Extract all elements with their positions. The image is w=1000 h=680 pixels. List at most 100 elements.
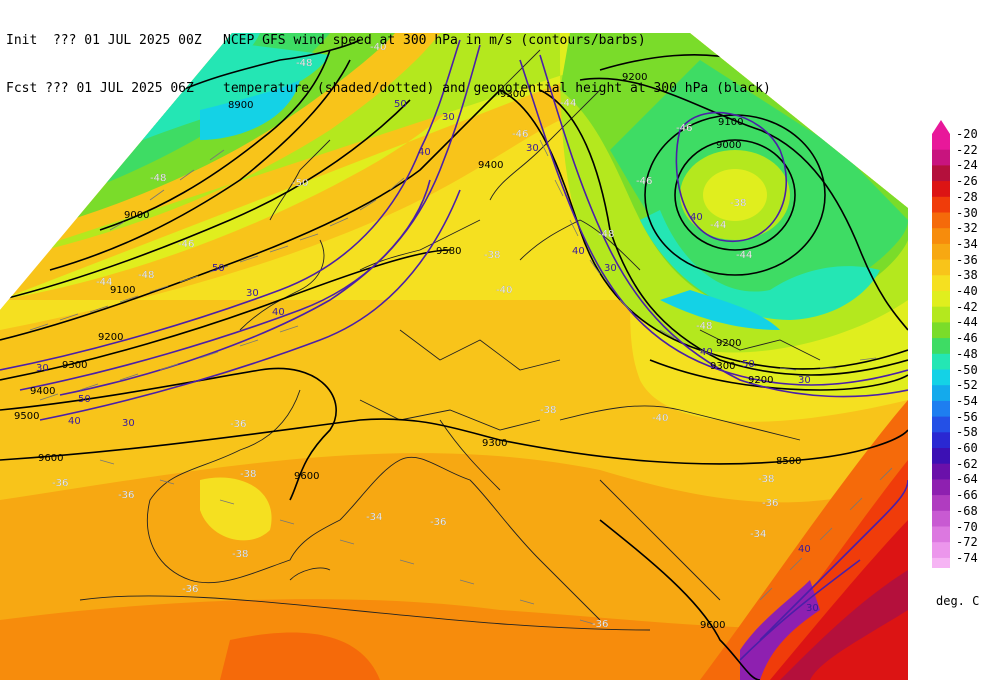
legend-swatch [932, 275, 950, 292]
legend-label: -66 [956, 488, 978, 503]
wind-label: 30 [604, 263, 617, 274]
legend-swatch [932, 243, 950, 261]
legend-label: -22 [956, 142, 978, 157]
legend-label: -32 [956, 221, 978, 236]
legend-swatch [932, 212, 950, 229]
temp-label: -38 [240, 469, 256, 480]
height-label: 8900 [228, 100, 253, 111]
wind-label: 40 [572, 246, 585, 257]
legend-label: -60 [956, 441, 978, 455]
wind-label: 30 [36, 363, 49, 374]
wind-label: 40 [700, 347, 713, 358]
height-labels: 8900 9000 9100 9200 9300 9400 9500 9600 … [14, 72, 801, 631]
temp-label: -36 [592, 619, 608, 630]
legend-swatch [932, 338, 950, 355]
wind-label: 50 [212, 263, 225, 274]
legend-label: -64 [956, 472, 978, 487]
wind-label: 30 [122, 418, 135, 429]
legend-swatch [932, 369, 950, 386]
height-label: 9000 [716, 140, 741, 151]
legend-label: -72 [956, 535, 978, 550]
header-title: NCEP GFS wind speed at 300 hPa in m/s (c… [223, 33, 646, 48]
wind-label: 30 [806, 603, 819, 614]
legend-swatch [932, 259, 950, 276]
legend-swatch [932, 291, 950, 308]
temp-label: -46 [636, 176, 652, 187]
legend-label: -26 [956, 174, 978, 189]
legend-swatch [932, 479, 950, 496]
legend-label: -34 [956, 236, 978, 251]
legend-swatch [932, 228, 950, 245]
legend-swatch [932, 322, 950, 339]
legend-label: -52 [956, 378, 978, 393]
init-time: Init ??? 01 JUL 2025 00Z [6, 33, 202, 48]
legend-swatch [932, 510, 950, 527]
temperature-labels: -40 -48 -48 -46 -44 -48 -50 -44 -46 -38 … [52, 42, 779, 630]
height-label: 9300 [482, 438, 507, 449]
temp-label: -34 [750, 529, 766, 540]
map-header: Init ??? 01 JUL 2025 00Z NCEP GFS wind sp… [6, 1, 906, 113]
legend-label: -62 [956, 456, 978, 471]
temp-label: -40 [496, 285, 512, 296]
legend-swatch [932, 557, 950, 568]
legend-label: -50 [956, 362, 978, 377]
legend-swatch [932, 196, 950, 213]
temp-label: -36 [430, 517, 446, 528]
temp-label: -44 [736, 250, 752, 261]
wind-label: 30 [442, 112, 455, 123]
height-label: 9400 [478, 160, 503, 171]
legend-swatch [932, 385, 950, 402]
wind-label: 40 [68, 416, 81, 427]
legend-swatch [932, 463, 950, 480]
coastlines [79, 49, 821, 631]
temp-label: -46 [178, 239, 194, 250]
temp-label: -38 [758, 474, 774, 485]
wind-labels: 30 40 50 30 40 50 30 40 50 40 30 30 40 5… [36, 99, 819, 614]
legend-label: -68 [956, 503, 978, 518]
legend-label: -46 [956, 331, 978, 346]
legend-label: -24 [956, 158, 978, 173]
legend-swatch [932, 526, 950, 543]
legend-label: -56 [956, 409, 978, 424]
height-label: 9400 [30, 386, 55, 397]
temp-label: -36 [230, 419, 246, 430]
legend-units: deg. C [936, 594, 980, 608]
height-label: 9300 [500, 89, 525, 100]
temp-label: -46 [676, 123, 692, 134]
legend-label: -74 [956, 550, 978, 565]
color-legend [932, 120, 950, 568]
temp-label: -48 [598, 229, 614, 240]
legend-label: -48 [956, 346, 978, 361]
temp-label: -38 [540, 405, 556, 416]
legend-label: -44 [956, 315, 978, 330]
temp-label: -34 [366, 512, 382, 523]
temp-label: -40 [370, 42, 386, 53]
legend-label: -40 [956, 284, 978, 298]
height-label: 9600 [294, 471, 319, 482]
legend-swatch [932, 400, 950, 418]
legend-swatch [932, 306, 950, 323]
temp-label: -40 [652, 413, 668, 424]
wind-label: 50 [394, 99, 407, 110]
wind-barbs [29, 139, 893, 625]
temp-label: -50 [292, 178, 308, 189]
legend-swatch [932, 495, 950, 512]
legend-label: -20 [956, 127, 978, 141]
legend-swatch [932, 165, 950, 182]
legend-swatch [932, 181, 950, 198]
height-label: 9200 [716, 338, 741, 349]
temp-label: -36 [118, 490, 134, 501]
temp-label: -38 [730, 198, 746, 209]
temp-label: -48 [696, 321, 712, 332]
wind-label: 50 [742, 359, 755, 370]
legend-swatch [932, 542, 950, 559]
height-label: 9200 [98, 332, 123, 343]
legend-swatch [932, 134, 950, 151]
temp-label: -48 [138, 270, 154, 281]
temp-label: -44 [96, 277, 112, 288]
legend-label: -54 [956, 393, 978, 408]
wind-label: 40 [690, 212, 703, 223]
legend-label: -58 [956, 425, 978, 440]
legend-swatch [932, 432, 950, 449]
wind-label: 40 [798, 544, 811, 555]
